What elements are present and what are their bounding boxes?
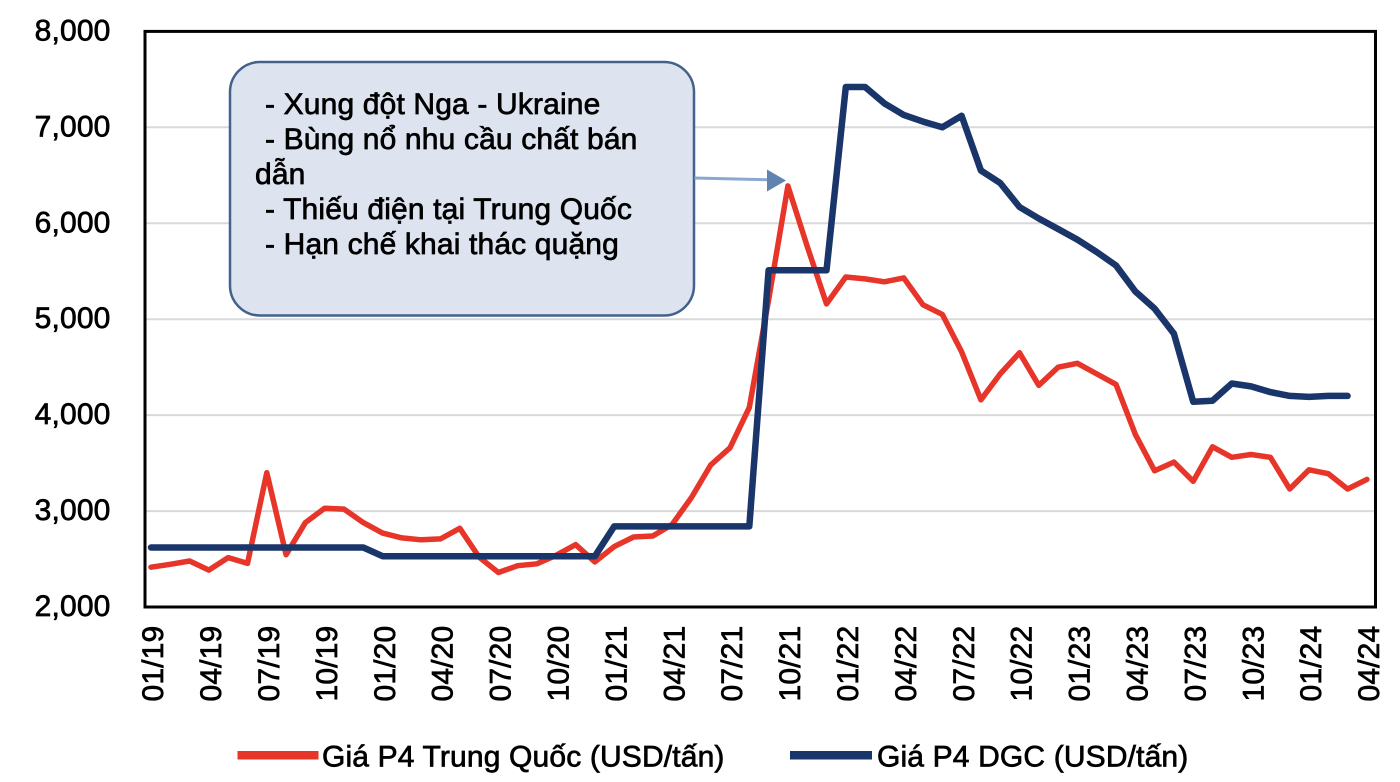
- svg-text:3,000: 3,000: [35, 494, 111, 527]
- svg-text:Giá P4 DGC (USD/tấn): Giá P4 DGC (USD/tấn): [877, 741, 1188, 774]
- svg-text:10/20: 10/20: [543, 626, 576, 702]
- svg-text:01/20: 01/20: [369, 626, 402, 702]
- svg-text:Giá P4 Trung Quốc (USD/tấn): Giá P4 Trung Quốc (USD/tấn): [322, 741, 725, 774]
- svg-text:10/23: 10/23: [1237, 626, 1270, 702]
- svg-text:7,000: 7,000: [35, 110, 111, 143]
- svg-text:01/24: 01/24: [1295, 626, 1328, 702]
- svg-text:6,000: 6,000: [35, 206, 111, 239]
- svg-text:- Bùng nổ nhu cầu chất bán: - Bùng nổ nhu cầu chất bán: [265, 123, 638, 156]
- svg-text:10/21: 10/21: [774, 626, 807, 702]
- svg-text:01/22: 01/22: [832, 626, 865, 702]
- svg-text:5,000: 5,000: [35, 302, 111, 335]
- svg-text:- Hạn chế khai thác quặng: - Hạn chế khai thác quặng: [265, 228, 619, 261]
- svg-text:4,000: 4,000: [35, 398, 111, 431]
- svg-text:07/19: 07/19: [253, 626, 286, 702]
- svg-text:- Xung đột Nga - Ukraine: - Xung đột Nga - Ukraine: [265, 88, 600, 121]
- svg-text:10/22: 10/22: [1006, 626, 1039, 702]
- svg-text:2,000: 2,000: [35, 590, 111, 623]
- svg-text:04/22: 04/22: [890, 626, 923, 702]
- svg-text:01/21: 01/21: [600, 626, 633, 702]
- svg-text:01/23: 01/23: [1064, 626, 1097, 702]
- svg-text:8,000: 8,000: [35, 14, 111, 47]
- svg-text:07/23: 07/23: [1179, 626, 1212, 702]
- svg-text:04/21: 04/21: [658, 626, 691, 702]
- svg-text:04/23: 04/23: [1122, 626, 1155, 702]
- svg-text:04/19: 04/19: [195, 626, 228, 702]
- svg-text:07/21: 07/21: [716, 626, 749, 702]
- svg-text:07/22: 07/22: [948, 626, 981, 702]
- svg-text:10/19: 10/19: [311, 626, 344, 702]
- svg-text:04/24: 04/24: [1353, 626, 1386, 702]
- svg-text:01/19: 01/19: [137, 626, 170, 702]
- svg-text:dẫn: dẫn: [255, 158, 306, 191]
- svg-text:07/20: 07/20: [485, 626, 518, 702]
- svg-text:04/20: 04/20: [427, 626, 460, 702]
- svg-text:- Thiếu điện tại Trung Quốc: - Thiếu điện tại Trung Quốc: [265, 193, 632, 226]
